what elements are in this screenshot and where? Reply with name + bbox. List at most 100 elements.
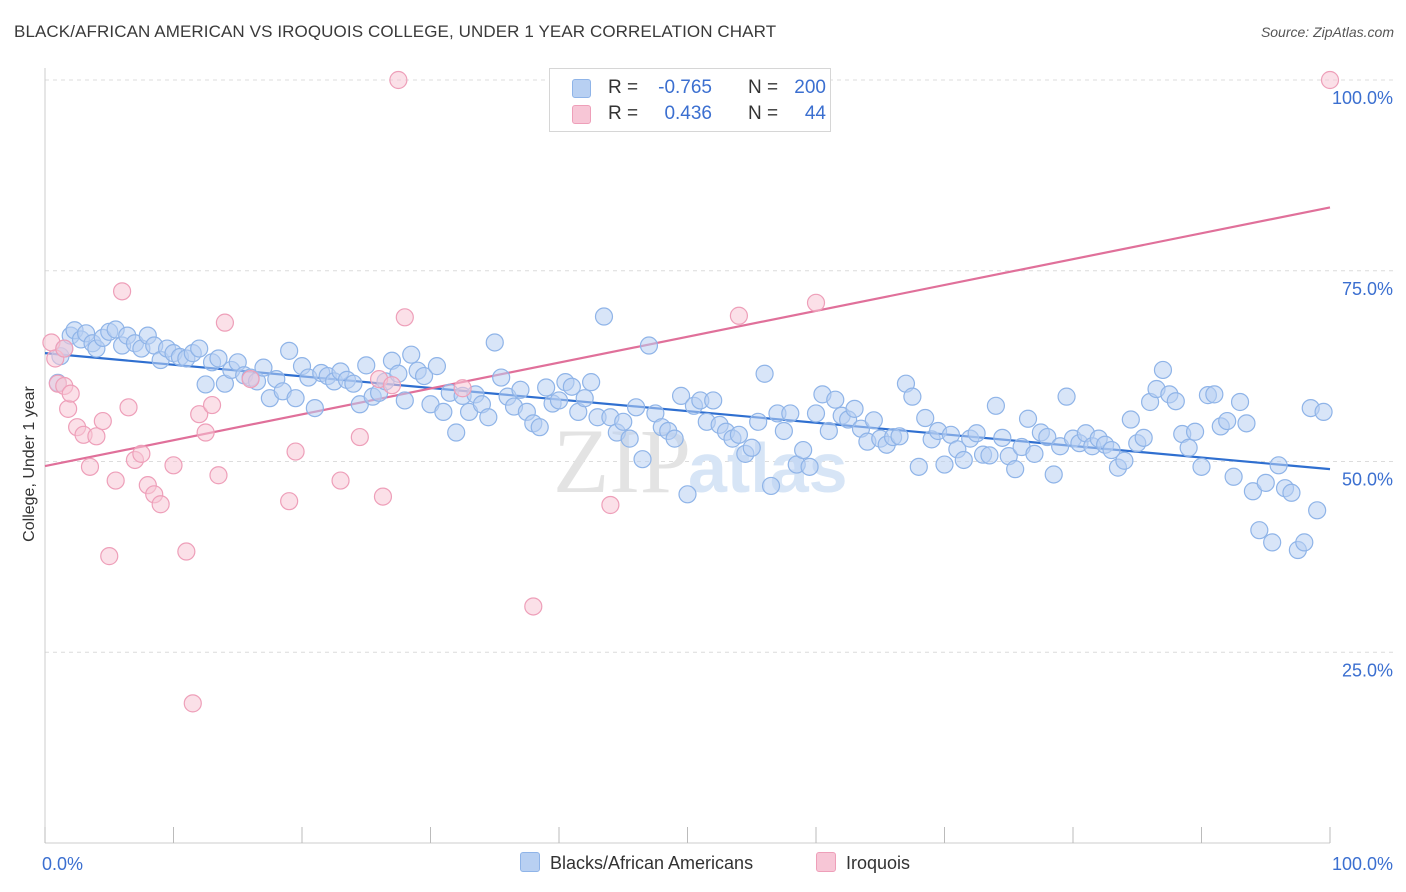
point-blacks bbox=[1243, 482, 1263, 501]
legend-item-blacks: Blacks/African Americans bbox=[520, 852, 753, 874]
point-blacks bbox=[755, 364, 774, 383]
point-blacks bbox=[305, 398, 324, 418]
point-blacks bbox=[954, 450, 973, 470]
point-blacks bbox=[530, 418, 549, 437]
legend-label-iroquois: Iroquois bbox=[846, 853, 911, 873]
point-blacks bbox=[1166, 392, 1185, 411]
point-blacks bbox=[633, 450, 652, 469]
point-blacks bbox=[845, 399, 864, 418]
point-blacks bbox=[1102, 440, 1121, 460]
legend-r-value: -0.765 bbox=[658, 77, 712, 98]
point-iroquois bbox=[389, 70, 408, 90]
point-blacks bbox=[549, 391, 569, 410]
x-tick-label-min: 0.0% bbox=[42, 854, 83, 874]
point-blacks bbox=[447, 423, 466, 442]
y-tick-label: 50.0% bbox=[1342, 470, 1393, 490]
point-iroquois bbox=[106, 471, 125, 490]
point-blacks bbox=[1295, 533, 1314, 552]
y-tick-label: 25.0% bbox=[1342, 660, 1393, 680]
point-iroquois bbox=[87, 427, 106, 446]
point-blacks bbox=[434, 402, 453, 422]
point-iroquois bbox=[209, 466, 228, 485]
point-blacks bbox=[1057, 387, 1076, 406]
point-blacks bbox=[626, 398, 646, 417]
point-iroquois bbox=[453, 379, 472, 398]
point-blacks bbox=[1308, 501, 1327, 520]
point-blacks bbox=[1025, 444, 1044, 463]
point-blacks bbox=[935, 455, 954, 474]
point-blacks bbox=[1230, 392, 1250, 412]
point-blacks bbox=[1185, 422, 1205, 441]
point-iroquois bbox=[55, 339, 74, 358]
point-iroquois bbox=[524, 597, 543, 616]
watermark-atlas: atlas bbox=[688, 429, 848, 507]
point-blacks bbox=[395, 391, 414, 410]
point-blacks bbox=[761, 476, 781, 496]
point-blacks bbox=[196, 375, 215, 394]
y-tick-label: 75.0% bbox=[1342, 279, 1393, 299]
point-blacks bbox=[1115, 451, 1134, 470]
point-blacks bbox=[1282, 483, 1301, 502]
point-blacks bbox=[511, 380, 530, 399]
point-blacks bbox=[1263, 533, 1282, 552]
point-blacks bbox=[479, 408, 498, 427]
legend-swatch-pink bbox=[816, 852, 836, 872]
point-blacks bbox=[1205, 385, 1224, 404]
point-blacks bbox=[254, 358, 273, 377]
point-iroquois bbox=[112, 282, 132, 301]
point-blacks bbox=[537, 378, 556, 397]
legend-n-label: N = bbox=[748, 77, 779, 98]
legend-n-value: 44 bbox=[804, 103, 826, 124]
point-blacks bbox=[402, 345, 421, 364]
point-blacks bbox=[1224, 467, 1243, 486]
point-blacks bbox=[1314, 402, 1333, 422]
point-blacks bbox=[1250, 521, 1269, 540]
source-label: Source: ZipAtlas.com bbox=[1260, 24, 1394, 40]
point-blacks bbox=[209, 349, 228, 368]
point-blacks bbox=[1256, 473, 1275, 492]
point-blacks bbox=[1006, 460, 1025, 479]
point-blacks bbox=[704, 391, 723, 410]
point-blacks bbox=[492, 368, 511, 387]
legend-swatch-blue bbox=[572, 79, 591, 98]
axes bbox=[44, 68, 1331, 844]
point-blacks bbox=[806, 404, 826, 423]
point-blacks bbox=[485, 333, 504, 352]
point-blacks bbox=[800, 457, 819, 476]
point-iroquois bbox=[215, 313, 234, 332]
point-blacks bbox=[729, 425, 749, 444]
point-blacks bbox=[1269, 456, 1288, 475]
point-blacks bbox=[742, 438, 761, 457]
point-iroquois bbox=[373, 487, 393, 506]
grid-lines bbox=[45, 79, 1395, 653]
tick-labels: 25.0% 50.0% 75.0% 100.0% 0.0% 100.0% bbox=[42, 88, 1393, 874]
point-iroquois bbox=[59, 399, 78, 418]
point-blacks bbox=[993, 428, 1012, 447]
point-iroquois bbox=[806, 293, 826, 312]
point-iroquois bbox=[164, 456, 183, 475]
point-blacks bbox=[562, 377, 581, 396]
point-iroquois bbox=[241, 369, 260, 389]
point-iroquois bbox=[350, 427, 369, 447]
point-iroquois bbox=[61, 384, 80, 403]
chart-title: BLACK/AFRICAN AMERICAN VS IROQUOIS COLLE… bbox=[14, 22, 777, 41]
point-iroquois bbox=[729, 306, 749, 325]
point-iroquois bbox=[331, 471, 350, 490]
point-iroquois bbox=[382, 376, 402, 395]
point-blacks bbox=[639, 336, 659, 355]
point-blacks bbox=[190, 339, 209, 358]
point-blacks bbox=[749, 412, 768, 431]
point-iroquois bbox=[1320, 70, 1340, 90]
point-blacks bbox=[819, 421, 838, 441]
y-tick-label: 100.0% bbox=[1332, 88, 1393, 108]
point-blacks bbox=[903, 387, 922, 406]
point-blacks bbox=[1038, 427, 1057, 447]
point-blacks bbox=[826, 390, 845, 409]
series-points bbox=[42, 70, 1340, 713]
point-blacks bbox=[594, 307, 614, 326]
point-blacks bbox=[665, 429, 684, 448]
point-iroquois bbox=[395, 308, 414, 327]
point-blacks bbox=[286, 389, 305, 408]
legend-r-value: 0.436 bbox=[664, 103, 712, 124]
